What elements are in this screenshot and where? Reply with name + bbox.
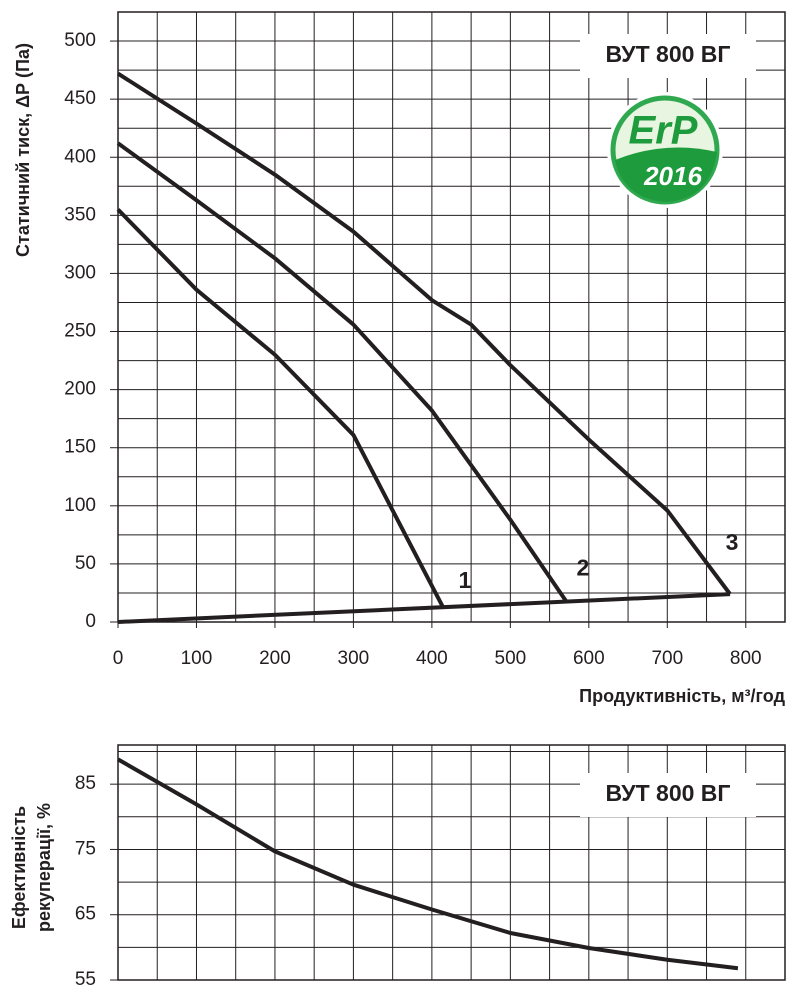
efficiency-chart: 55 65 75 85 Ефективність рекуперації, % ВУТ 80… bbox=[9, 744, 786, 990]
y-tick-label: 0 bbox=[85, 611, 96, 632]
curve bbox=[116, 208, 445, 608]
x-tick-label: 500 bbox=[495, 648, 527, 669]
y-tick-label: 55 bbox=[75, 969, 96, 990]
y-tick-label: 500 bbox=[64, 30, 96, 51]
curve bbox=[116, 141, 569, 604]
title-box bbox=[580, 773, 756, 817]
y-tick-label: 300 bbox=[64, 262, 96, 283]
y-tick-label: 250 bbox=[64, 321, 96, 342]
y-tick-label: 200 bbox=[64, 379, 96, 400]
y-axis-label: Статичний тиск, ΔР (Па) bbox=[13, 43, 33, 257]
x-tick-label: 100 bbox=[181, 648, 213, 669]
y-tick-label: 75 bbox=[75, 838, 96, 859]
pressure-chart: 0 50 100 150 200 250 300 350 400 450 500 0 100 200 300… bbox=[13, 11, 786, 706]
y-tick-label: 450 bbox=[64, 88, 96, 109]
y-tick-label: 50 bbox=[75, 553, 96, 574]
logo-swoosh bbox=[615, 147, 717, 202]
logo-text: ErP bbox=[629, 109, 698, 153]
curve-label: 2 bbox=[576, 554, 589, 580]
title-box bbox=[580, 34, 756, 78]
y-tick-label: 350 bbox=[64, 204, 96, 225]
chart-title: ВУТ 800 ВГ bbox=[606, 780, 731, 806]
curve bbox=[117, 757, 739, 971]
curve bbox=[117, 592, 731, 624]
x-tick-label: 200 bbox=[259, 648, 291, 669]
x-tick-label: 300 bbox=[338, 648, 370, 669]
y-axis-label: рекуперації, % bbox=[34, 803, 54, 932]
y-tick-label: 85 bbox=[75, 773, 96, 794]
curve bbox=[116, 71, 732, 596]
curve-label: 3 bbox=[726, 529, 739, 555]
x-tick-label: 600 bbox=[573, 648, 605, 669]
x-tick-label: 700 bbox=[651, 648, 683, 669]
plot-frame bbox=[117, 744, 786, 981]
x-tick-label: 0 bbox=[113, 648, 124, 669]
y-tick-label: 100 bbox=[64, 495, 96, 516]
x-tick-label: 800 bbox=[730, 648, 762, 669]
y-axis-label: Ефективність bbox=[9, 806, 29, 929]
plot-frame bbox=[117, 11, 786, 623]
logo-year: 2016 bbox=[643, 161, 702, 191]
y-tick-label: 150 bbox=[64, 437, 96, 458]
x-tick-label: 400 bbox=[416, 648, 448, 669]
y-tick-label: 400 bbox=[64, 146, 96, 167]
curve-label: 1 bbox=[458, 567, 471, 593]
y-tick-label: 65 bbox=[75, 904, 96, 925]
x-axis-label: Продуктивність, м³/год bbox=[579, 686, 785, 706]
chart-title: ВУТ 800 ВГ bbox=[606, 41, 731, 67]
